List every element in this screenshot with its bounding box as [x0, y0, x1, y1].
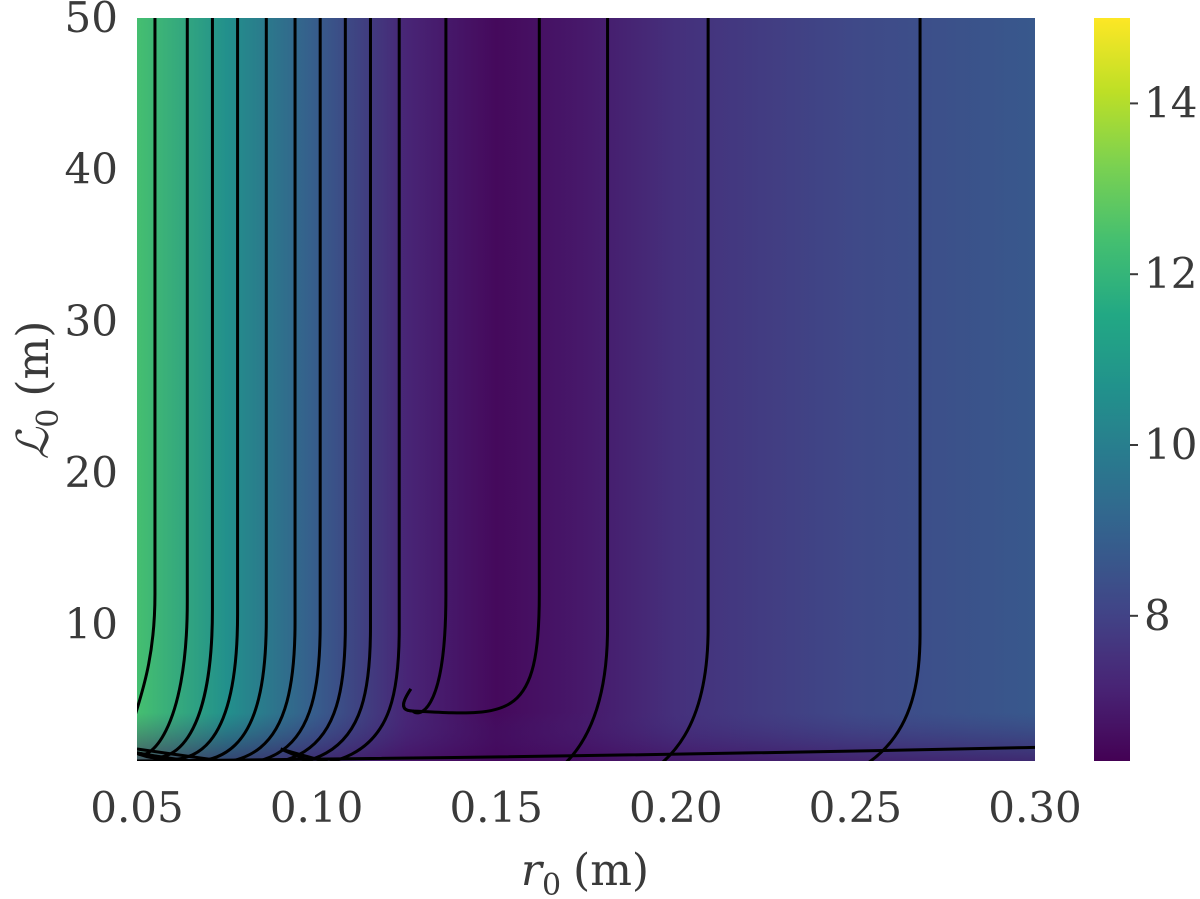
heatmap-field	[137, 18, 1035, 761]
y-tick-label: 10	[65, 600, 118, 649]
colorbar-tick-label: 8	[1144, 591, 1171, 640]
x-tick-label: 0.30	[988, 783, 1082, 832]
colorbar-tick-label: 12	[1144, 249, 1197, 298]
heatmap-bottom-band	[137, 640, 1035, 761]
y-tick-label: 30	[65, 296, 118, 345]
contour-line	[402, 18, 541, 715]
colorbar-ticks: 8 10 12 14	[1130, 78, 1197, 640]
colorbar-tick-label: 14	[1144, 78, 1197, 127]
contour-line	[137, 18, 157, 753]
contour-line	[280, 18, 710, 761]
contour-line	[137, 745, 1035, 761]
contour-line	[137, 18, 922, 761]
x-tick-label: 0.10	[270, 783, 364, 832]
contour-line	[137, 18, 347, 761]
contour-lines	[137, 18, 1035, 761]
x-tick-label: 0.25	[809, 783, 903, 832]
colorbar: 8 10 12 14	[1094, 18, 1197, 761]
plot-area	[137, 18, 1035, 761]
x-tick-label: 0.15	[449, 783, 543, 832]
colorbar-tick-label: 10	[1144, 420, 1197, 469]
contour-line	[137, 18, 322, 761]
x-tick-label: 0.05	[90, 783, 184, 832]
x-tick-label: 0.20	[629, 783, 723, 832]
y-axis: 10 20 30 40 50	[65, 0, 118, 649]
contour-line	[280, 18, 610, 761]
y-tick-label: 50	[65, 0, 118, 42]
y-tick-label: 20	[65, 448, 118, 497]
x-axis: 0.05 0.10 0.15 0.20 0.25 0.30	[90, 783, 1082, 832]
contour-line	[137, 18, 401, 761]
contour-line	[137, 18, 372, 761]
y-axis-label: ℒ0(m)	[8, 321, 66, 460]
x-axis-label: r0 (m)	[521, 845, 649, 899]
contour-line	[137, 18, 297, 761]
colorbar-gradient	[1094, 18, 1130, 761]
y-tick-label: 40	[65, 145, 118, 194]
